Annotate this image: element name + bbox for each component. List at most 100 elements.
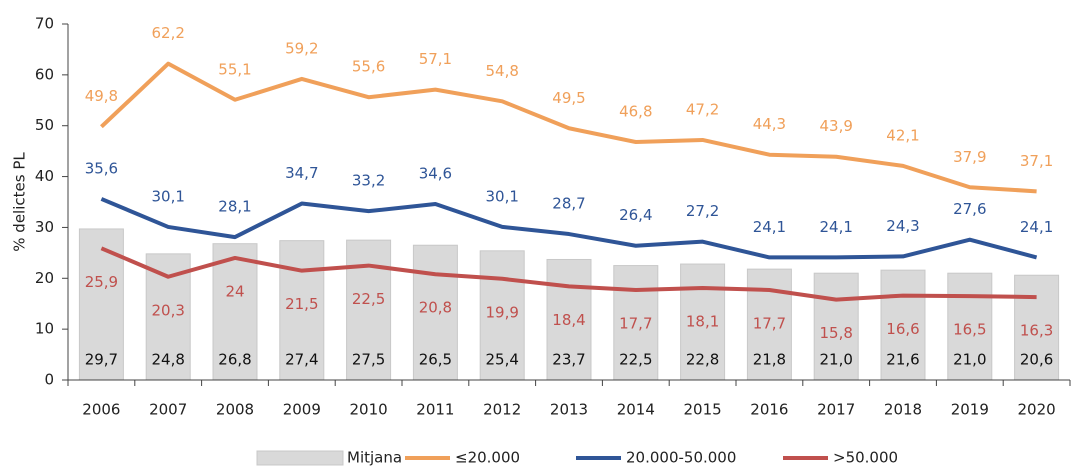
data-label: 49,8: [85, 87, 118, 105]
data-label: 22,5: [619, 351, 652, 369]
y-tick-label: 20: [35, 269, 54, 287]
x-tick-label: 2017: [817, 401, 855, 419]
data-label: 37,9: [953, 148, 986, 166]
data-label: 27,5: [352, 351, 385, 369]
data-label: 43,9: [819, 117, 852, 135]
data-label: 30,1: [151, 187, 184, 205]
data-label: 17,7: [753, 314, 786, 332]
data-label: 35,6: [85, 159, 118, 177]
y-tick-label: 60: [35, 65, 54, 83]
line: [100, 61, 1037, 194]
y-tick-label: 50: [35, 116, 54, 134]
data-label: 16,3: [1020, 322, 1053, 340]
data-label: 28,1: [218, 198, 251, 216]
data-label: 62,2: [151, 24, 184, 42]
data-label: 29,7: [85, 351, 118, 369]
data-label: 24,1: [819, 218, 852, 236]
x-tick-label: 2016: [750, 401, 788, 419]
data-label: 22,8: [686, 351, 719, 369]
bar: [212, 243, 258, 381]
data-label: 21,8: [753, 351, 786, 369]
data-label: 17,7: [619, 314, 652, 332]
data-label: 42,1: [886, 126, 919, 144]
data-label: 20,3: [151, 301, 184, 319]
data-label: 55,6: [352, 58, 385, 76]
data-label: 21,0: [953, 351, 986, 369]
data-label: 23,7: [552, 351, 585, 369]
y-tick-label: 70: [35, 15, 54, 33]
x-tick-label: 2012: [483, 401, 521, 419]
data-label: 59,2: [285, 39, 318, 57]
y-tick-label: 40: [35, 167, 54, 185]
data-label: 21,6: [886, 351, 919, 369]
data-label: 20,8: [419, 299, 452, 317]
x-tick-label: 2014: [617, 401, 655, 419]
bar: [813, 272, 859, 381]
data-label: 44,3: [753, 115, 786, 133]
data-label: 21,0: [819, 351, 852, 369]
data-label: 47,2: [686, 100, 719, 118]
legend-label: >50.000: [833, 449, 898, 467]
data-label: 37,1: [1020, 152, 1053, 170]
x-tick-label: 2010: [350, 401, 388, 419]
y-axis-label: % delictes PL: [11, 152, 29, 252]
data-label: 54,8: [485, 62, 518, 80]
data-label: 30,1: [485, 187, 518, 205]
data-label: 18,4: [552, 311, 585, 329]
data-label: 16,6: [886, 320, 919, 338]
data-label: 27,2: [686, 202, 719, 220]
x-tick-label: 2009: [283, 401, 321, 419]
y-tick-label: 10: [35, 320, 54, 338]
bar: [346, 239, 392, 381]
data-label: 34,6: [419, 165, 452, 183]
bar: [613, 265, 659, 381]
bar: [746, 268, 792, 381]
bar: [880, 269, 926, 381]
legend-label: 20.000-50.000: [626, 449, 736, 467]
legend-label: Mitjana: [347, 449, 402, 467]
x-tick-label: 2015: [684, 401, 722, 419]
data-label: 27,4: [285, 351, 318, 369]
data-label: 24,3: [886, 217, 919, 235]
data-label: 24,8: [151, 351, 184, 369]
legend-label: ≤20.000: [455, 449, 520, 467]
data-label: 46,8: [619, 102, 652, 120]
data-label: 49,5: [552, 89, 585, 107]
bar: [1014, 274, 1060, 381]
x-tick-label: 2019: [951, 401, 989, 419]
y-tick-label: 30: [35, 218, 54, 236]
data-label: 25,4: [485, 351, 518, 369]
data-label: 24: [225, 282, 244, 300]
data-label: 16,5: [953, 321, 986, 339]
bar: [680, 263, 726, 381]
line: [100, 246, 1037, 302]
x-tick-label: 2018: [884, 401, 922, 419]
x-tick-label: 2007: [149, 401, 187, 419]
data-label: 20,6: [1020, 351, 1053, 369]
data-label: 34,7: [285, 164, 318, 182]
data-label: 15,8: [819, 324, 852, 342]
data-label: 26,4: [619, 206, 652, 224]
legend-swatch: [256, 450, 344, 466]
line: [100, 197, 1038, 260]
x-tick-label: 2006: [82, 401, 120, 419]
data-label: 33,2: [352, 172, 385, 190]
bar: [279, 240, 325, 381]
bar: [412, 244, 458, 381]
data-label: 21,5: [285, 295, 318, 313]
y-tick-label: 0: [44, 371, 54, 389]
x-tick-label: 2011: [416, 401, 454, 419]
data-label: 26,5: [419, 351, 452, 369]
data-label: 25,9: [85, 273, 118, 291]
bar: [479, 250, 525, 381]
data-label: 28,7: [552, 195, 585, 213]
bar: [546, 258, 592, 381]
data-label: 57,1: [419, 50, 452, 68]
x-tick-label: 2013: [550, 401, 588, 419]
data-label: 19,9: [485, 303, 518, 321]
data-label: 55,1: [218, 60, 251, 78]
data-label: 22,5: [352, 290, 385, 308]
bar: [947, 272, 993, 381]
data-label: 18,1: [686, 312, 719, 330]
